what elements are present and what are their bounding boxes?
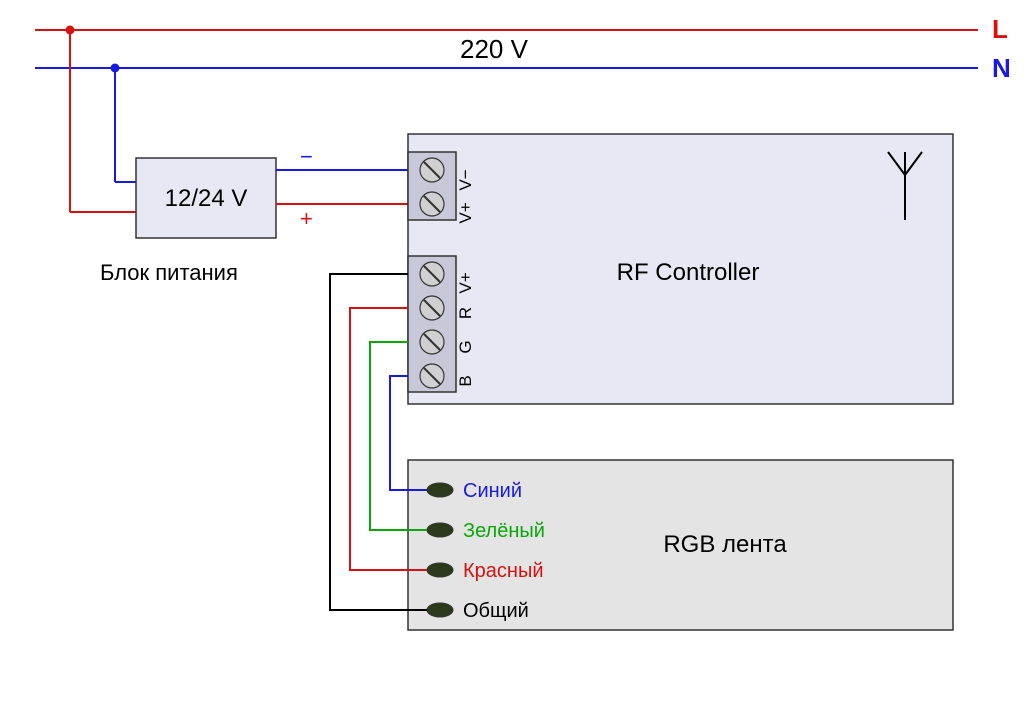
terminal-out-g: G: [456, 340, 475, 353]
terminal-out-r: R: [456, 307, 475, 319]
psu-plus: +: [300, 206, 313, 231]
screw-r: [420, 296, 444, 320]
psu-minus: −: [300, 144, 313, 169]
controller-label: RF Controller: [617, 259, 760, 286]
pad-common: [427, 603, 453, 617]
screw-vminus: [420, 158, 444, 182]
screw-vplus-in: [420, 192, 444, 216]
psu-label: 12/24 V: [165, 185, 248, 212]
screw-b: [420, 364, 444, 388]
channel-red: Красный: [463, 560, 544, 582]
pad-red: [427, 563, 453, 577]
channel-green: Зелёный: [463, 520, 545, 542]
mains-voltage: 220 V: [460, 34, 529, 64]
terminal-in-vplus: V+: [456, 202, 475, 223]
label-N: N: [992, 53, 1011, 83]
terminal-out-vplus: V+: [456, 272, 475, 293]
strip-label: RGB лента: [663, 531, 787, 558]
psu-caption: Блок питания: [100, 260, 238, 285]
channel-blue: Синий: [463, 480, 522, 502]
screw-g: [420, 330, 444, 354]
terminal-out-b: B: [456, 375, 475, 386]
label-L: L: [992, 14, 1008, 44]
channel-common: Общий: [463, 600, 529, 622]
screw-vplus-out: [420, 262, 444, 286]
pad-blue: [427, 483, 453, 497]
wiring-diagram: L N 220 V 12/24 V Блок питания − + RF Co…: [0, 0, 1024, 724]
terminal-in-vminus: V−: [456, 169, 475, 190]
pad-green: [427, 523, 453, 537]
